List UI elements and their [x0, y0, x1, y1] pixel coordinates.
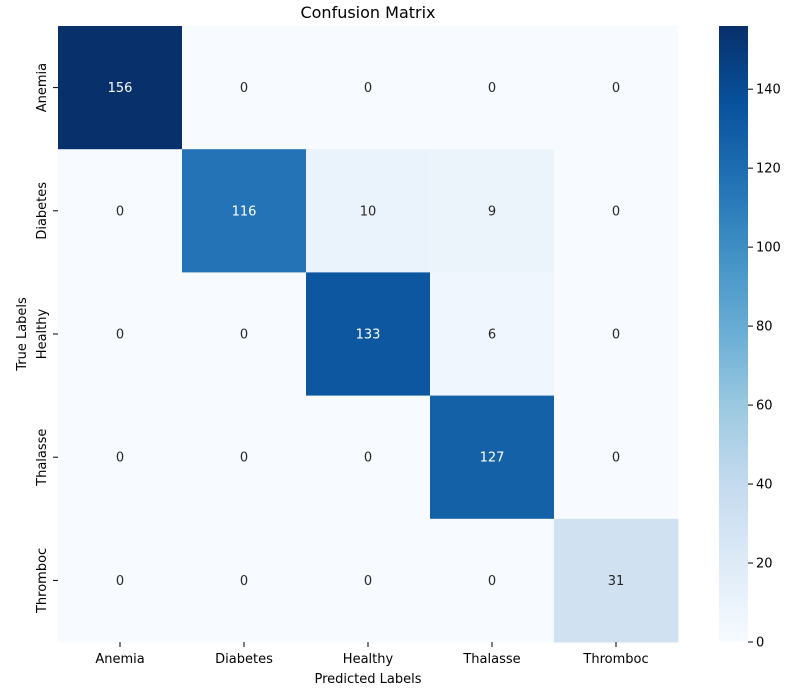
heatmap-cell [554, 149, 679, 273]
x-tick-label: Thalasse [462, 652, 520, 667]
cell-value-label: 31 [608, 574, 625, 589]
cell-value-label: 0 [488, 574, 496, 589]
cell-value-label: 0 [116, 204, 124, 219]
heatmap-cell [182, 26, 307, 150]
heatmap-cell [554, 272, 679, 397]
x-tick-label: Diabetes [215, 652, 273, 667]
y-tick-label: Thromboc [35, 548, 50, 614]
cell-value-label: 0 [364, 451, 372, 466]
colorbar-gradient [719, 26, 748, 642]
y-tick-label: Diabetes [35, 182, 50, 240]
cell-value-label: 0 [116, 328, 124, 343]
heatmap-cell [306, 395, 431, 520]
cell-value-label: 0 [240, 451, 248, 466]
colorbar-tick-label: 100 [756, 241, 781, 256]
y-tick-label: Anemia [35, 63, 50, 112]
cell-value-label: 0 [240, 574, 248, 589]
heatmap-cell [306, 518, 431, 643]
heatmap-cell [554, 395, 679, 520]
colorbar-tick-label: 40 [756, 478, 773, 493]
heatmap-cell [306, 149, 431, 273]
cell-value-label: 0 [612, 451, 620, 466]
heatmap-cell [58, 149, 183, 273]
cell-annotations: 156 0 0 0 0 0 116 10 9 0 0 0 133 6 0 0 0 0 127 0 0 0 0 0 31 [108, 81, 625, 589]
heatmap-cell [182, 149, 307, 273]
cell-value-label: 116 [232, 204, 257, 219]
colorbar-ticks: 0 20 40 60 80 100 120 140 [748, 83, 781, 651]
colorbar-tick-label: 60 [756, 399, 773, 414]
y-axis-label: True Labels [15, 297, 30, 372]
heatmap-cell [182, 395, 307, 520]
y-axis-ticks: Anemia Diabetes Healthy Thalasse Thromboc [35, 63, 58, 614]
heatmap-cell [306, 26, 431, 150]
heatmap-cell [430, 518, 555, 643]
heatmap-cell [58, 518, 183, 643]
x-tick-label: Healthy [343, 652, 394, 667]
heatmap-cell [58, 395, 183, 520]
cell-value-label: 0 [240, 81, 248, 96]
heatmap-cell [554, 26, 679, 150]
heatmap-cell [182, 518, 307, 643]
heatmap-cell [58, 26, 183, 150]
heatmap-cells [58, 26, 679, 643]
cell-value-label: 0 [488, 81, 496, 96]
cell-value-label: 0 [612, 204, 620, 219]
heatmap-cell [430, 272, 555, 397]
y-tick-label: Thalasse [35, 429, 50, 487]
heatmap-cell [58, 272, 183, 397]
heatmap-cell [306, 272, 431, 397]
colorbar-tick-label: 140 [756, 83, 781, 98]
cell-value-label: 0 [116, 574, 124, 589]
cell-value-label: 6 [488, 328, 496, 343]
colorbar-tick-label: 0 [756, 636, 764, 651]
heatmap-cell [430, 395, 555, 520]
cell-value-label: 127 [480, 451, 505, 466]
cell-value-label: 0 [612, 81, 620, 96]
cell-value-label: 10 [360, 204, 377, 219]
x-tick-label: Thromboc [582, 652, 648, 667]
heatmap-cell [554, 518, 679, 643]
chart-title: Confusion Matrix [300, 3, 435, 22]
colorbar: 0 20 40 60 80 100 120 140 [719, 26, 781, 651]
y-tick-label: Healthy [35, 309, 50, 360]
heatmap-cell [430, 149, 555, 273]
cell-value-label: 0 [364, 81, 372, 96]
cell-value-label: 0 [116, 451, 124, 466]
cell-value-label: 133 [356, 328, 381, 343]
x-axis-ticks: Anemia Diabetes Healthy Thalasse Thromboc [95, 642, 649, 667]
heatmap-cell [182, 272, 307, 397]
heatmap-cell [430, 26, 555, 150]
colorbar-tick-label: 80 [756, 320, 773, 335]
x-tick-label: Anemia [95, 652, 144, 667]
cell-value-label: 0 [364, 574, 372, 589]
x-axis-label: Predicted Labels [314, 672, 421, 687]
cell-value-label: 156 [108, 81, 133, 96]
colorbar-tick-label: 120 [756, 162, 781, 177]
cell-value-label: 9 [488, 204, 496, 219]
cell-value-label: 0 [240, 328, 248, 343]
colorbar-tick-label: 20 [756, 557, 773, 572]
cell-value-label: 0 [612, 328, 620, 343]
